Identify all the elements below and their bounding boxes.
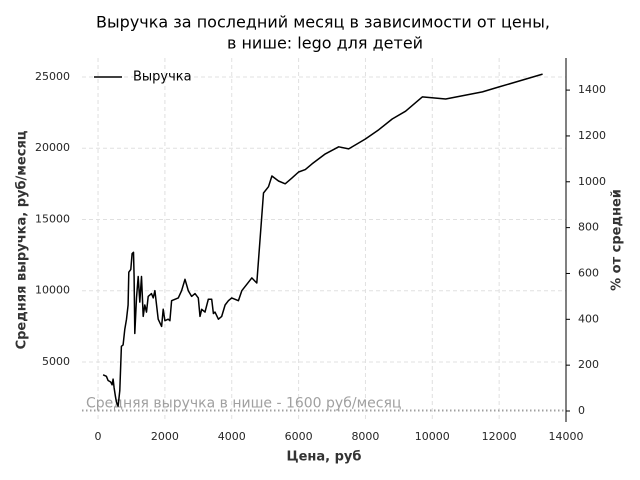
y-tick-label: 10000 [35,284,70,297]
y2-tick-label: 1000 [578,175,606,188]
x-tick-label: 2000 [151,430,179,443]
y2-tick-label: 400 [578,312,599,325]
series-line [102,73,543,407]
y2-axis-label: % от средней [610,189,625,291]
x-tick-label: 0 [95,430,102,443]
legend-label: Выручка [133,70,192,85]
x-tick-label: 10000 [415,430,450,443]
y-tick-label: 15000 [35,212,70,225]
y2-tick-label: 1400 [578,83,606,96]
x-tick-label: 6000 [285,430,313,443]
reference-label: Средняя выручка в нише - 1600 руб/месяц [86,395,401,411]
x-tick-label: 4000 [218,430,246,443]
y2-tick-label: 0 [578,404,585,417]
x-tick-label: 8000 [351,430,379,443]
x-axis-label: Цена, руб [287,450,362,465]
y2-tick-label: 600 [578,266,599,279]
x-tick-label: 14000 [549,430,584,443]
y2-tick-label: 1200 [578,129,606,142]
y-tick-label: 25000 [35,70,70,83]
chart-title: Выручка за последний месяц в зависимости… [96,13,550,32]
y-axis-label: Средняя выручка, руб/месяц [15,130,30,349]
x-tick-label: 12000 [482,430,517,443]
y-tick-label: 5000 [42,355,70,368]
y2-tick-label: 200 [578,358,599,371]
chart-title: в нише: lego для детей [227,34,423,53]
y-tick-label: 20000 [35,141,70,154]
y2-tick-label: 800 [578,221,599,234]
